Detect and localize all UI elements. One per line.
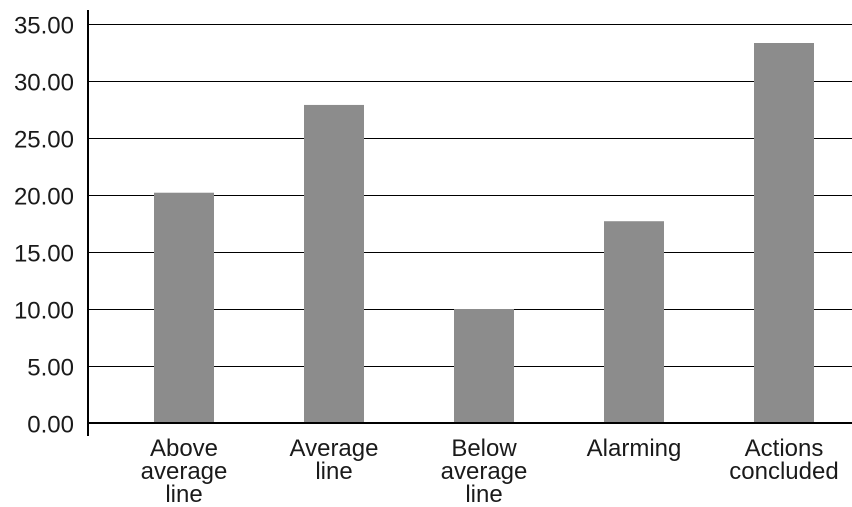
bar	[754, 43, 814, 423]
axes	[87, 10, 852, 436]
y-tick-labels: 0.00 5.00 10.00 15.00 20.00 25.00 30.00 35.00	[14, 13, 74, 439]
x-category-label: Alarming	[587, 435, 682, 462]
y-tick-label: 5.00	[27, 355, 74, 382]
x-category-label: Actions concluded	[729, 435, 838, 485]
x-category-label: Below average line	[441, 435, 528, 507]
y-tick-label: 0.00	[27, 412, 74, 439]
bar	[154, 192, 214, 423]
y-tick-label: 20.00	[14, 184, 74, 211]
x-category-label: Above average line	[141, 435, 228, 507]
x-category-labels: Above average line Average line Below average l…	[141, 435, 839, 507]
gridlines	[88, 24, 852, 367]
bar	[604, 221, 664, 423]
y-tick-label: 15.00	[14, 241, 74, 268]
x-category-label: Average line	[290, 435, 379, 485]
y-tick-label: 30.00	[14, 70, 74, 97]
bar	[454, 309, 514, 423]
y-tick-label: 10.00	[14, 298, 74, 325]
y-tick-label: 25.00	[14, 127, 74, 154]
bar	[304, 104, 364, 423]
bars	[154, 43, 814, 423]
y-tick-label: 35.00	[14, 13, 74, 40]
